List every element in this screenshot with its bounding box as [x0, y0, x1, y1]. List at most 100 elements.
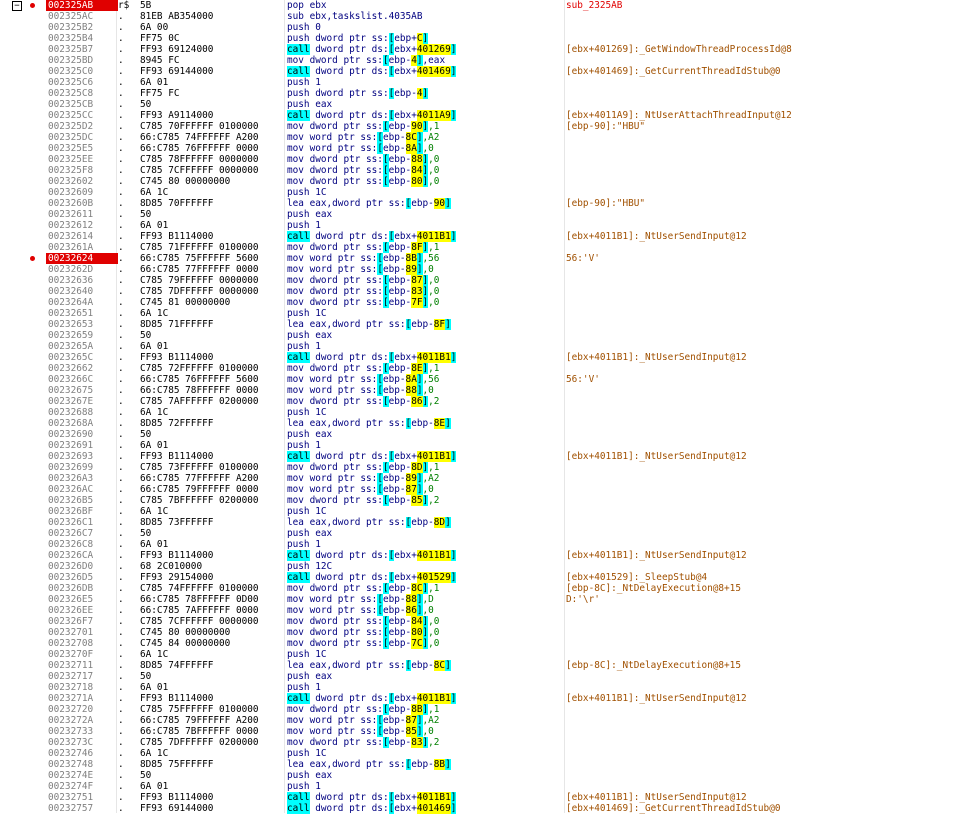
disasm-row[interactable]: 002326DB. C785 74FFFFFF 0100000 mov dword … [0, 583, 972, 594]
address-cell[interactable]: 002325F8 [48, 165, 94, 176]
address-cell[interactable]: 002325EE [48, 154, 94, 165]
instruction-cell[interactable]: push 0 [287, 22, 321, 33]
disasm-row[interactable]: 002326A3. 66:C785 77FFFFFF A200 mov word p… [0, 473, 972, 484]
gutter[interactable] [0, 110, 44, 121]
gutter[interactable] [0, 429, 44, 440]
address-cell[interactable]: 00232701 [48, 627, 94, 638]
disasm-row[interactable]: 00232611. 50 push eax [0, 209, 972, 220]
gutter[interactable] [0, 55, 44, 66]
instruction-cell[interactable]: sub ebx,taskslist.4035AB [287, 11, 423, 22]
gutter[interactable] [0, 297, 44, 308]
disasm-row[interactable]: 002325EE. C785 78FFFFFF 0000000 mov dword … [0, 154, 972, 165]
disasm-row[interactable]: 00232746. 6A 1C push 1C [0, 748, 972, 759]
disasm-row[interactable]: 0023268A. 8D85 72FFFFFF lea eax,dword ptr … [0, 418, 972, 429]
address-cell[interactable]: 00232624 [46, 253, 118, 264]
instruction-cell[interactable]: push dword ptr ss:[ebp+C] [287, 33, 429, 44]
disasm-row[interactable]: 00232751. FF93 B1114000 call dword ptr ds:… [0, 792, 972, 803]
instruction-cell[interactable]: mov dword ptr ss:[ebp-7F],0 [287, 297, 440, 308]
gutter[interactable] [0, 176, 44, 187]
address-cell[interactable]: 00232612 [48, 220, 94, 231]
instruction-cell[interactable]: mov word ptr ss:[ebp-89],0 [287, 264, 434, 275]
address-cell[interactable]: 00232757 [48, 803, 94, 814]
disasm-row[interactable]: 00232690. 50 push eax [0, 429, 972, 440]
disasm-row[interactable]: 0023271A. FF93 B1114000 call dword ptr ds:… [0, 693, 972, 704]
disasm-row[interactable]: 002325AC. 81EB AB354000 sub ebx,taskslist.… [0, 11, 972, 22]
address-cell[interactable]: 002325C6 [48, 77, 94, 88]
instruction-cell[interactable]: call dword ptr ds:[ebx+4011B1] [287, 352, 457, 363]
collapse-box-icon[interactable]: − [12, 1, 22, 11]
instruction-cell[interactable]: push 1 [287, 440, 321, 451]
instruction-cell[interactable]: push dword ptr ss:[ebp-4] [287, 88, 429, 99]
disasm-row[interactable]: 002326E5. 66:C785 78FFFFFF 0D00 mov word p… [0, 594, 972, 605]
disasm-row[interactable]: 00232640. C785 7DFFFFFF 0000000 mov dword … [0, 286, 972, 297]
address-cell[interactable]: 00232748 [48, 759, 94, 770]
address-cell[interactable]: 0023271A [48, 693, 94, 704]
instruction-cell[interactable]: mov dword ptr ss:[ebp-86],2 [287, 396, 440, 407]
instruction-cell[interactable]: mov dword ptr ss:[ebp-80],0 [287, 627, 440, 638]
gutter[interactable] [0, 693, 44, 704]
gutter[interactable] [0, 352, 44, 363]
gutter[interactable] [0, 627, 44, 638]
address-cell[interactable]: 00232720 [48, 704, 94, 715]
disasm-row[interactable]: 0023260B. 8D85 70FFFFFF lea eax,dword ptr … [0, 198, 972, 209]
instruction-cell[interactable]: push eax [287, 330, 333, 341]
address-cell[interactable]: 00232688 [48, 407, 94, 418]
address-cell[interactable]: 0023264A [48, 297, 94, 308]
instruction-cell[interactable]: mov word ptr ss:[ebp-85],0 [287, 726, 434, 737]
address-cell[interactable]: 002325C8 [48, 88, 94, 99]
address-cell[interactable]: 002326BF [48, 506, 94, 517]
disasm-row[interactable]: 002325B7. FF93 69124000 call dword ptr ds:… [0, 44, 972, 55]
breakpoint-dot-icon[interactable] [30, 256, 35, 261]
instruction-cell[interactable]: call dword ptr ds:[ebx+401469] [287, 803, 457, 814]
gutter[interactable] [0, 385, 44, 396]
instruction-cell[interactable]: mov dword ptr ss:[ebp-84],0 [287, 165, 440, 176]
instruction-cell[interactable]: push 1C [287, 407, 327, 418]
instruction-cell[interactable]: push 1 [287, 539, 321, 550]
address-cell[interactable]: 002326C8 [48, 539, 94, 550]
instruction-cell[interactable]: lea eax,dword ptr ss:[ebp-8C] [287, 660, 451, 671]
address-cell[interactable]: 0023270F [48, 649, 94, 660]
instruction-cell[interactable]: mov dword ptr ss:[ebp-4],eax [287, 55, 446, 66]
instruction-cell[interactable]: mov dword ptr ss:[ebp-8D],1 [287, 462, 440, 473]
disasm-row[interactable]: 00232612. 6A 01 push 1 [0, 220, 972, 231]
instruction-cell[interactable]: push 1C [287, 187, 327, 198]
address-cell[interactable]: 00232718 [48, 682, 94, 693]
gutter[interactable] [0, 22, 44, 33]
address-cell[interactable]: 002326C1 [48, 517, 94, 528]
address-cell[interactable]: 00232609 [48, 187, 94, 198]
gutter[interactable] [0, 154, 44, 165]
gutter[interactable] [0, 209, 44, 220]
instruction-cell[interactable]: push 1 [287, 682, 321, 693]
instruction-cell[interactable]: lea eax,dword ptr ss:[ebp-8B] [287, 759, 451, 770]
instruction-cell[interactable]: call dword ptr ds:[ebx+4011A9] [287, 110, 457, 121]
address-cell[interactable]: 002326DB [48, 583, 94, 594]
gutter[interactable] [0, 528, 44, 539]
address-cell[interactable]: 00232693 [48, 451, 94, 462]
gutter[interactable] [0, 231, 44, 242]
disasm-row[interactable]: 00232693. FF93 B1114000 call dword ptr ds:… [0, 451, 972, 462]
disasm-row[interactable]: 002326CA. FF93 B1114000 call dword ptr ds:… [0, 550, 972, 561]
address-cell[interactable]: 0023265A [48, 341, 94, 352]
instruction-cell[interactable]: lea eax,dword ptr ss:[ebp-90] [287, 198, 451, 209]
gutter[interactable] [0, 66, 44, 77]
gutter[interactable] [0, 220, 44, 231]
gutter[interactable] [0, 726, 44, 737]
address-cell[interactable]: 00232691 [48, 440, 94, 451]
address-cell[interactable]: 00232651 [48, 308, 94, 319]
instruction-cell[interactable]: push 1C [287, 506, 327, 517]
address-cell[interactable]: 002325BD [48, 55, 94, 66]
instruction-cell[interactable]: push eax [287, 209, 333, 220]
instruction-cell[interactable]: mov dword ptr ss:[ebp-8E],1 [287, 363, 440, 374]
gutter[interactable] [0, 374, 44, 385]
address-cell[interactable]: 0023261A [48, 242, 94, 253]
gutter[interactable] [0, 781, 44, 792]
disasm-row[interactable]: 00232651. 6A 1C push 1C [0, 308, 972, 319]
disasm-row[interactable]: 002325F8. C785 7CFFFFFF 0000000 mov dword … [0, 165, 972, 176]
instruction-cell[interactable]: lea eax,dword ptr ss:[ebp-8E] [287, 418, 451, 429]
disasm-row[interactable]: 002325B4. FF75 0C push dword ptr ss:[ebp+C… [0, 33, 972, 44]
disasm-row[interactable]: 002326AC. 66:C785 79FFFFFF 0000 mov word p… [0, 484, 972, 495]
disasm-row[interactable]: 002325DC. 66:C785 74FFFFFF A200 mov word p… [0, 132, 972, 143]
disasm-row[interactable]: 00232699. C785 73FFFFFF 0100000 mov dword … [0, 462, 972, 473]
instruction-cell[interactable]: mov word ptr ss:[ebp-89],A2 [287, 473, 440, 484]
gutter[interactable] [0, 418, 44, 429]
